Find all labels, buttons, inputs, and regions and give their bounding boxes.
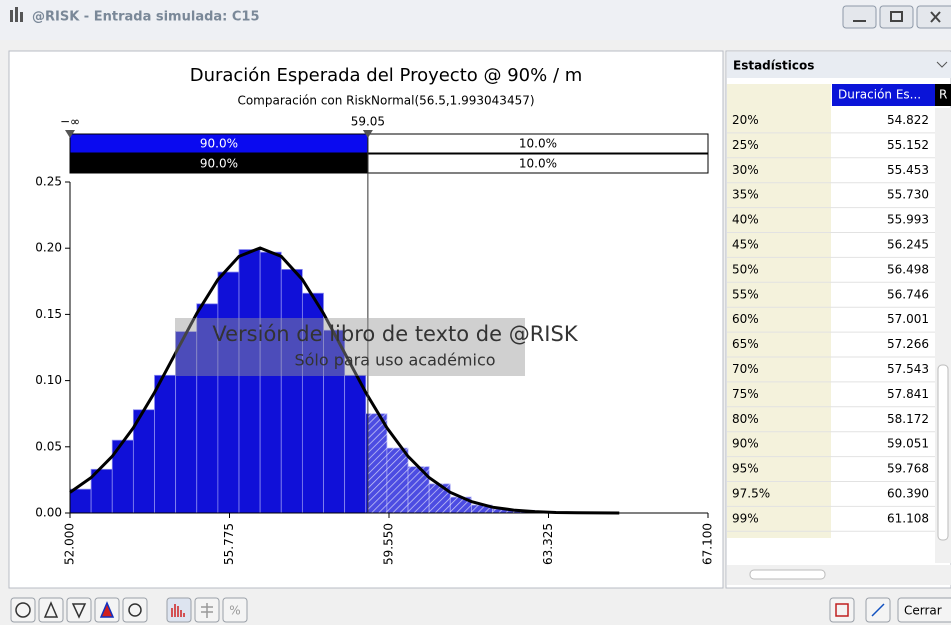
stat-label: 60% bbox=[732, 312, 759, 326]
stat-value: 56.245 bbox=[887, 238, 929, 252]
stat-value: 56.746 bbox=[887, 287, 929, 301]
minimize-button[interactable] bbox=[842, 5, 877, 29]
toolbar-icons: % bbox=[15, 601, 885, 619]
stat-label: 55% bbox=[732, 287, 759, 301]
y-tick-label: 0.15 bbox=[35, 307, 62, 321]
histogram-button[interactable] bbox=[166, 597, 192, 623]
stat-label: 35% bbox=[732, 188, 759, 202]
stat-label: 25% bbox=[732, 138, 759, 152]
tail-hatch bbox=[367, 182, 708, 513]
histogram-bar bbox=[69, 488, 92, 514]
toolbar bbox=[10, 597, 951, 623]
svg-text:%: % bbox=[229, 604, 240, 618]
scroll-thumb[interactable] bbox=[749, 569, 826, 580]
stat-label: 99% bbox=[732, 511, 759, 525]
x-tick-label: 59.550 bbox=[382, 523, 396, 565]
delimiter-handle bbox=[65, 130, 75, 138]
close-button-label[interactable]: Cerrar bbox=[904, 604, 942, 618]
percent-button[interactable] bbox=[222, 597, 248, 623]
x-tick-label: 67.100 bbox=[701, 523, 715, 565]
stat-value: 58.172 bbox=[887, 412, 929, 426]
histogram-bar bbox=[280, 268, 303, 514]
stat-value: 55.730 bbox=[887, 188, 929, 202]
watermark-text: Versión de libro de texto de @RISK bbox=[212, 322, 578, 346]
stats-header bbox=[727, 52, 951, 78]
fit-curve bbox=[69, 246, 620, 515]
delimiter-percent: 90.0% bbox=[200, 137, 238, 151]
stat-value: 57.841 bbox=[887, 387, 929, 401]
delimiter-left-label: −∞ bbox=[60, 115, 80, 129]
chart-title: Duración Esperada del Proyecto @ 90% / m bbox=[190, 65, 583, 86]
stat-value: 59.768 bbox=[887, 462, 929, 476]
delimiter-handle[interactable] bbox=[362, 130, 373, 138]
histogram-bar bbox=[217, 271, 240, 514]
watermark-band bbox=[175, 318, 525, 376]
stat-label: 30% bbox=[732, 163, 759, 177]
stat-label: 75% bbox=[732, 387, 759, 401]
settings-button[interactable] bbox=[122, 597, 148, 623]
stat-value: 55.152 bbox=[887, 138, 929, 152]
chart-button[interactable] bbox=[829, 597, 855, 623]
x-tick-label: 63.325 bbox=[541, 523, 555, 565]
stat-value: 55.993 bbox=[887, 213, 929, 227]
stat-value: 59.051 bbox=[887, 437, 929, 451]
x-tick-label: 55.775 bbox=[222, 523, 236, 565]
stat-label: 90% bbox=[732, 437, 759, 451]
close-button[interactable] bbox=[897, 597, 951, 623]
stats-dropdown[interactable] bbox=[936, 61, 948, 68]
stat-label: 70% bbox=[732, 362, 759, 376]
x-tick-label: 52.000 bbox=[63, 523, 77, 565]
stat-value: 57.001 bbox=[887, 312, 929, 326]
delimiter-right-label: 59.05 bbox=[351, 115, 385, 129]
stat-label: 40% bbox=[732, 213, 759, 227]
y-tick-label: 0.25 bbox=[35, 175, 62, 189]
histogram-bar bbox=[154, 374, 177, 514]
help-button[interactable] bbox=[10, 597, 36, 623]
stat-label: 97.5% bbox=[732, 487, 770, 501]
y-tick-label: 0.10 bbox=[35, 373, 62, 387]
y-tick-label: 0.20 bbox=[35, 241, 62, 255]
stat-label: 80% bbox=[732, 412, 759, 426]
stat-value: 54.822 bbox=[887, 113, 929, 127]
column-header bbox=[832, 84, 935, 106]
stat-value: 56.498 bbox=[887, 262, 929, 276]
column-header bbox=[935, 84, 951, 106]
stat-label: 95% bbox=[732, 462, 759, 476]
stat-label: 20% bbox=[732, 113, 759, 127]
close-window-button[interactable] bbox=[916, 5, 951, 29]
y-tick-label: 0.00 bbox=[35, 506, 62, 520]
stat-label: 50% bbox=[732, 262, 759, 276]
histogram-bar bbox=[259, 251, 282, 514]
stat-value: 55.453 bbox=[887, 163, 929, 177]
title-bar bbox=[0, 0, 951, 40]
stat-label: 45% bbox=[732, 238, 759, 252]
stats-title: Estadísticos bbox=[733, 59, 814, 73]
column-title: Duración Es... bbox=[838, 88, 921, 102]
maximize-button[interactable] bbox=[879, 5, 914, 29]
stat-value: 60.390 bbox=[887, 487, 929, 501]
delimiter-percent: 10.0% bbox=[519, 137, 557, 151]
y-tick-label: 0.05 bbox=[35, 439, 62, 453]
stat-value: 57.266 bbox=[887, 337, 929, 351]
watermark-text: Sólo para uso académico bbox=[294, 351, 495, 370]
window-title: @RISK - Entrada simulada: C15 bbox=[32, 10, 260, 25]
stat-label: 65% bbox=[732, 337, 759, 351]
stat-value: 57.543 bbox=[887, 362, 929, 376]
delimiter-percent: 90.0% bbox=[200, 157, 238, 171]
label-column bbox=[727, 84, 831, 538]
app-icon bbox=[10, 7, 23, 22]
scroll-thumb[interactable] bbox=[937, 364, 949, 541]
chart-subtitle: Comparación con RiskNormal(56.5,1.993043… bbox=[237, 94, 534, 108]
stat-value: 61.108 bbox=[887, 511, 929, 525]
delimiter-percent: 10.0% bbox=[519, 157, 557, 171]
histogram-bar bbox=[344, 374, 367, 514]
column-title: R bbox=[939, 88, 947, 102]
histogram-bar bbox=[238, 249, 261, 514]
